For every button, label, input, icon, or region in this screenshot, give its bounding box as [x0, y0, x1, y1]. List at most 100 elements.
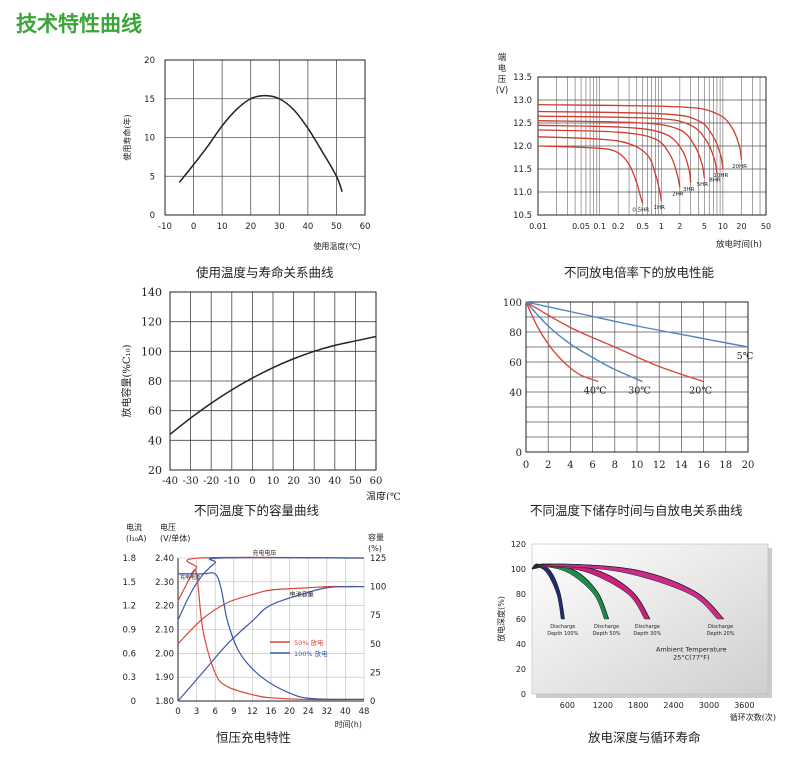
- capacity-tick-label: 0: [370, 697, 375, 707]
- y-tick-label: 80: [516, 590, 526, 599]
- series-label: 2HR: [672, 191, 684, 197]
- chart-caption-self-discharge: 不同温度下储存时间与自放电关系曲线: [530, 503, 743, 518]
- series-label: 20HR: [732, 164, 747, 170]
- chart-caption-life: 使用温度与寿命关系曲线: [196, 265, 334, 280]
- x-tick-label: 30: [274, 222, 285, 232]
- series-label: 5HR: [697, 182, 709, 188]
- y-tick-label: 100: [503, 298, 522, 309]
- series-label: Discharge: [635, 624, 660, 630]
- series-label: 5℃: [737, 351, 754, 362]
- x-tick-label: 60: [370, 476, 383, 487]
- y-tick-label: 40: [148, 434, 162, 447]
- series-label: 1HR: [654, 205, 666, 211]
- y-tick-label: 100: [141, 345, 162, 358]
- charge-curve: [177, 585, 365, 702]
- x-tick-label: 3: [194, 707, 199, 717]
- dod-band-edge: [531, 563, 610, 620]
- x-tick-label: 1200: [593, 701, 613, 710]
- x-tick-label: 8: [612, 460, 618, 471]
- dod-cycle-life-chart: 0 20 40 60 80 100 120 600 1200 1800 2400 3000 3600 Di…: [496, 540, 776, 722]
- x-tick-label: 30: [308, 476, 321, 487]
- series-label: 20℃: [689, 386, 712, 397]
- voltage-axis-title: 电压: [160, 522, 176, 532]
- discharge-rate-chart: 10.511.011.512.012.513.013.50.01 0.05 0.1 0…: [496, 52, 771, 250]
- x-tick-label: 16: [266, 707, 277, 717]
- discharge-curve: [537, 103, 743, 160]
- voltage-axis-title: (V/单体): [160, 533, 190, 543]
- x-tick-label: 20: [742, 460, 755, 471]
- y-tick-label: 140: [141, 286, 162, 299]
- self-discharge-curve: [525, 301, 599, 383]
- x-tick-label: 4: [567, 460, 573, 471]
- x-tick-label: 10: [217, 222, 228, 232]
- voltage-tick-label: 2.00: [155, 649, 174, 659]
- x-tick-label: 0.5: [636, 222, 649, 231]
- x-tick-label: 60: [360, 222, 371, 232]
- y-tick-label: 20: [148, 464, 162, 477]
- y-tick-label: 0: [516, 448, 522, 459]
- y-tick-label: 0: [521, 690, 526, 699]
- x-tick-label: 40: [340, 707, 351, 717]
- x-tick-label: 0: [523, 460, 529, 471]
- y-tick-label: 100: [511, 565, 526, 574]
- y-tick-label: 60: [509, 358, 522, 369]
- legend-label: 50% 放电: [294, 638, 324, 647]
- x-tick-label: 10: [631, 460, 644, 471]
- y-tick-label: 11.5: [513, 165, 532, 175]
- x-tick-label: -30: [183, 476, 199, 487]
- x-tick-label: 18: [719, 460, 732, 471]
- current-tick-label: 0: [131, 697, 136, 707]
- capacity-tick-label: 100: [370, 583, 386, 593]
- current-tick-label: 1.8: [122, 554, 136, 564]
- x-tick-label: 16: [697, 460, 710, 471]
- life-curve: [178, 94, 343, 193]
- current-tick-label: 1.2: [122, 602, 136, 612]
- ambient-annotation: 25°C(77°F): [673, 654, 709, 662]
- self-discharge-chart: 0 2 4 6 8 10 12 14 16 18 20 0 40 60 80 100 40℃ 30℃ 20℃ 5℃: [503, 298, 755, 471]
- x-tick-label: 0.05: [572, 222, 590, 231]
- discharge-curve: [537, 124, 692, 183]
- x-tick-label: 20: [287, 476, 300, 487]
- voltage-tick-label: 2.10: [155, 626, 174, 636]
- x-tick-label: 50: [349, 476, 362, 487]
- x-tick-label: 10: [267, 476, 280, 487]
- dod-band-edge: [531, 563, 651, 620]
- x-tick-label: 12: [653, 460, 666, 471]
- x-tick-label: 1800: [628, 701, 648, 710]
- x-tick-label: 0: [249, 476, 255, 487]
- x-tick-label: 50: [761, 222, 771, 231]
- y-tick-label: 10.5: [513, 211, 532, 221]
- x-tick-label: -10: [224, 476, 240, 487]
- dod-band-edge: [531, 563, 565, 620]
- annotation-current: 充电电流: [180, 574, 200, 581]
- y-tick-label: 40: [509, 388, 522, 399]
- discharge-curve: [537, 110, 724, 170]
- capacity-axis-title: (%): [368, 544, 382, 553]
- x-tick-label: 2: [677, 222, 682, 231]
- current-tick-label: 1.5: [122, 578, 136, 588]
- x-tick-label: 3600: [734, 701, 754, 710]
- self-discharge-curve: [525, 301, 749, 348]
- voltage-tick-label: 2.30: [155, 578, 174, 588]
- x-tick-label: 40: [302, 222, 313, 232]
- capacity-tick-label: 50: [370, 640, 381, 650]
- x-tick-label: 32: [321, 707, 332, 717]
- x-tick-label: 40: [328, 476, 341, 487]
- y-tick-label: 20: [144, 56, 155, 66]
- y-axis-label: 端: [498, 52, 507, 63]
- x-tick-label: 3000: [699, 701, 719, 710]
- x-tick-label: 14: [675, 460, 688, 471]
- y-axis-label: 放电容量(%C₁₀): [120, 344, 133, 417]
- x-tick-label: 20: [736, 222, 746, 231]
- x-tick-label: -40: [162, 476, 178, 487]
- capacity-tick-label: 25: [370, 668, 381, 678]
- y-tick-label: 10: [144, 134, 155, 144]
- y-tick-label: 20: [516, 665, 526, 674]
- capacity-curve: [169, 335, 377, 435]
- voltage-tick-label: 1.90: [155, 673, 174, 683]
- series-label: 40℃: [584, 386, 607, 397]
- y-tick-label: 0: [150, 211, 155, 221]
- charge-curve: [177, 572, 365, 701]
- y-tick-label: 11.0: [513, 188, 532, 198]
